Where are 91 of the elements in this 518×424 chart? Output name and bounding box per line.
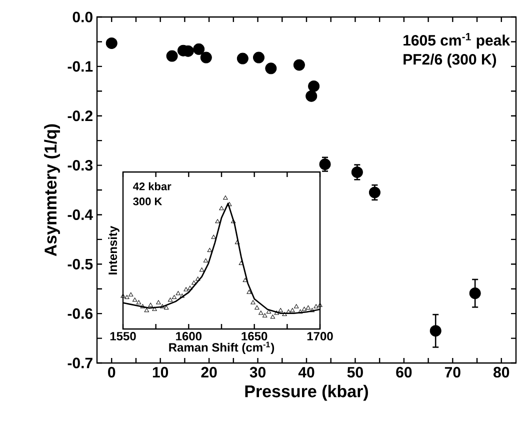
y-axis-title: Intensity <box>108 226 120 274</box>
x-tick-label: 30 <box>250 366 266 378</box>
point <box>278 308 283 312</box>
x-tick-label: 40 <box>298 366 314 378</box>
point <box>168 298 173 302</box>
x-axis-title: Raman Shift (cm$^{-1}$) <box>169 342 274 354</box>
y-tick-label: 0.0 <box>72 12 92 22</box>
point <box>166 50 178 62</box>
point <box>156 300 161 304</box>
point <box>306 90 318 102</box>
point <box>258 310 264 315</box>
point <box>180 294 184 298</box>
point <box>199 267 204 272</box>
point <box>219 206 224 210</box>
point <box>144 308 149 312</box>
point <box>152 306 157 311</box>
point <box>319 158 331 170</box>
point <box>430 325 442 337</box>
point <box>314 304 318 308</box>
point <box>196 276 200 281</box>
point <box>246 290 252 294</box>
point <box>282 312 287 316</box>
point <box>193 43 205 55</box>
point <box>203 258 208 262</box>
point <box>302 306 307 311</box>
point <box>294 304 299 308</box>
point <box>223 196 228 200</box>
point <box>227 202 232 206</box>
point <box>351 166 363 178</box>
annotation: 1605 cm$^{-1}$ peak <box>404 33 510 49</box>
point <box>250 300 256 304</box>
x-tick-label: 60 <box>396 366 412 378</box>
y-tick-label: -0.3 <box>68 160 93 171</box>
x-tick-label: 1550 <box>110 332 136 340</box>
point <box>120 294 126 298</box>
point <box>172 294 177 300</box>
y-tick-label: -0.5 <box>68 258 93 270</box>
x-tick-label: 50 <box>347 366 363 378</box>
x-axis-title: Pressure (kbar) <box>245 384 368 401</box>
point <box>306 305 311 310</box>
point <box>274 310 279 315</box>
point <box>242 278 248 282</box>
point <box>200 52 212 64</box>
y-tick-label: -0.6 <box>68 308 93 319</box>
point <box>290 308 295 312</box>
point <box>192 280 196 285</box>
point <box>308 80 320 92</box>
point <box>136 300 142 304</box>
point <box>128 292 134 296</box>
point <box>254 305 260 310</box>
x-tick-label: 20 <box>201 366 217 378</box>
point <box>160 304 165 308</box>
point <box>270 314 276 319</box>
point <box>106 37 118 49</box>
point <box>230 219 236 224</box>
x-tick-label: 70 <box>444 366 460 378</box>
point <box>262 313 268 318</box>
point <box>188 286 192 290</box>
point <box>368 186 380 198</box>
x-tick-label: 10 <box>152 366 168 378</box>
point <box>266 309 272 314</box>
x-tick-label: 0 <box>108 366 116 378</box>
x-tick-label: 1700 <box>307 332 333 340</box>
x-tick-label: 1600 <box>176 332 202 340</box>
annotation: 42 kbar <box>133 182 172 190</box>
point <box>310 308 314 312</box>
point <box>236 52 248 64</box>
point <box>184 287 188 292</box>
point <box>469 288 481 300</box>
point <box>265 62 277 74</box>
y-tick-label: -0.4 <box>68 209 93 220</box>
point <box>238 260 244 266</box>
y-tick-label: -0.7 <box>68 358 92 368</box>
point <box>215 219 220 224</box>
point <box>211 234 216 239</box>
point <box>148 302 153 307</box>
point <box>234 240 240 244</box>
point <box>164 305 169 310</box>
point <box>293 59 305 71</box>
x-tick-label: 80 <box>494 366 510 378</box>
annotation: 300 K <box>133 198 162 206</box>
y-axis-title: Asymmtery (1/q) <box>44 124 60 256</box>
point <box>124 294 130 300</box>
point <box>140 304 146 308</box>
point <box>253 52 265 64</box>
x-tick-label: 1650 <box>242 332 268 340</box>
y-tick-label: -0.1 <box>68 61 93 72</box>
point <box>176 291 180 296</box>
y-tick-label: -0.2 <box>68 110 92 122</box>
point <box>132 298 138 302</box>
annotation: PF2/6 (300 K) <box>404 54 496 68</box>
